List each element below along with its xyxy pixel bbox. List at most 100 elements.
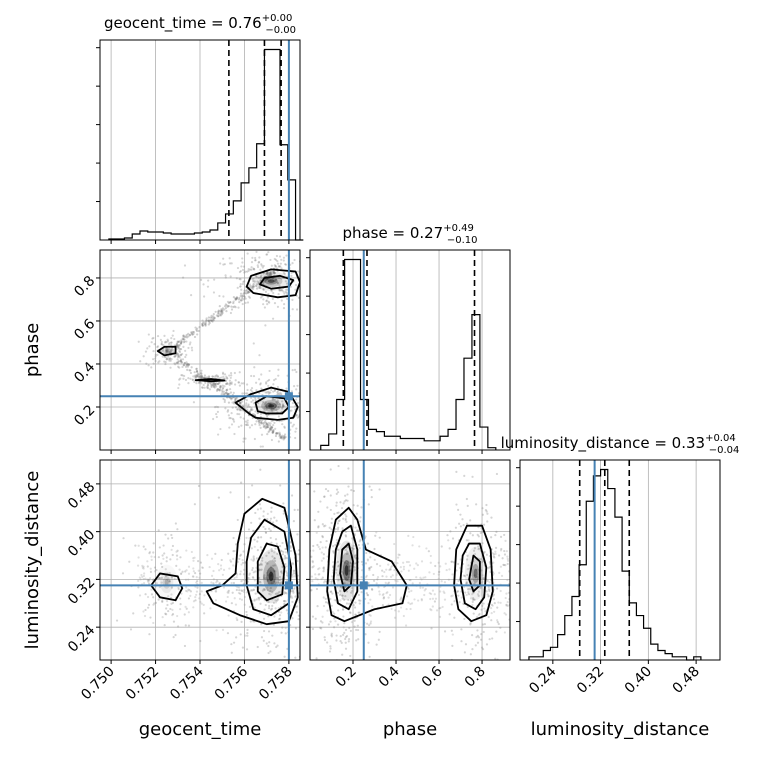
scatter-point xyxy=(282,256,286,259)
scatter-point xyxy=(334,530,337,533)
scatter-point xyxy=(149,567,152,570)
scatter-point xyxy=(279,262,282,265)
scatter-point xyxy=(399,566,402,569)
scatter-point xyxy=(506,562,509,566)
scatter-point xyxy=(170,337,173,340)
scatter-point xyxy=(149,570,153,574)
scatter-point xyxy=(329,647,332,650)
scatter-point xyxy=(220,309,223,312)
scatter-point xyxy=(235,296,238,299)
scatter-point xyxy=(240,589,243,592)
scatter-point xyxy=(283,436,286,439)
scatter-point xyxy=(156,346,159,349)
scatter-point xyxy=(244,634,247,637)
scatter-point xyxy=(330,668,332,670)
scatter-point xyxy=(240,620,243,623)
scatter-point xyxy=(212,315,215,318)
scatter-point xyxy=(250,374,253,378)
scatter-point xyxy=(196,586,199,589)
scatter-point xyxy=(244,297,247,300)
scatter-point xyxy=(276,281,279,284)
scatter-point xyxy=(132,612,135,615)
scatter-point xyxy=(233,576,236,580)
scatter-point xyxy=(238,371,241,374)
scatter-point xyxy=(202,383,205,387)
scatter-point xyxy=(242,291,246,294)
scatter-point xyxy=(369,620,373,623)
scatter-point xyxy=(466,568,469,571)
scatter-point xyxy=(178,356,181,359)
scatter-point xyxy=(264,391,267,394)
scatter-point xyxy=(283,602,286,605)
scatter-point xyxy=(488,588,491,591)
scatter-point xyxy=(399,598,402,601)
scatter-point xyxy=(260,373,263,376)
scatter-point xyxy=(322,568,326,571)
scatter-point xyxy=(342,572,345,575)
scatter-point xyxy=(375,582,378,585)
scatter-point xyxy=(169,359,172,362)
scatter-point xyxy=(292,569,296,573)
scatter-point xyxy=(256,412,259,415)
scatter-point xyxy=(193,503,196,506)
scatter-point xyxy=(266,571,269,574)
scatter-point xyxy=(216,388,219,391)
scatter-point xyxy=(189,294,193,297)
scatter-point xyxy=(201,322,204,325)
scatter-point xyxy=(390,607,393,611)
grid-lines xyxy=(100,460,300,660)
pair-panel-phase-luminosity_distance-bg xyxy=(310,460,510,660)
scatter-point xyxy=(181,365,184,369)
scatter-point xyxy=(377,638,380,641)
scatter-point xyxy=(239,409,243,412)
scatter-point xyxy=(278,265,281,268)
scatter-point xyxy=(166,603,169,607)
scatter-point xyxy=(278,590,281,594)
scatter-point xyxy=(250,547,253,550)
scatter-point xyxy=(344,517,347,520)
scatter-point xyxy=(301,406,303,408)
scatter-point xyxy=(354,613,357,616)
scatter-point xyxy=(311,627,315,631)
scatter-point xyxy=(285,291,288,294)
scatter-point xyxy=(297,415,300,418)
scatter-point xyxy=(270,264,273,267)
scatter-point xyxy=(285,556,288,559)
scatter-point xyxy=(342,626,345,629)
scatter-point xyxy=(443,581,447,584)
scatter-point xyxy=(247,528,251,531)
scatter-point xyxy=(223,308,226,311)
scatter-point xyxy=(264,279,267,282)
scatter-point xyxy=(219,386,222,389)
scatter-point xyxy=(276,432,280,435)
scatter-point xyxy=(170,593,173,596)
scatter-point xyxy=(346,499,349,502)
scatter-point xyxy=(215,374,218,377)
scatter-point xyxy=(326,641,329,644)
scatter-point xyxy=(492,593,495,596)
scatter-point xyxy=(240,299,243,302)
scatter-point xyxy=(178,350,182,354)
scatter-point xyxy=(190,346,193,349)
scatter-point xyxy=(252,285,255,288)
scatter-point xyxy=(172,349,175,352)
scatter-point xyxy=(321,576,324,579)
scatter-point xyxy=(348,569,351,573)
scatter-point xyxy=(222,257,225,260)
scatter-point xyxy=(277,405,280,409)
scatter-point xyxy=(465,582,468,585)
scatter-point xyxy=(156,353,159,356)
scatter-point xyxy=(341,527,344,530)
scatter-point xyxy=(143,572,146,575)
scatter-point xyxy=(471,603,474,607)
scatter-point xyxy=(277,292,280,296)
scatter-point xyxy=(438,607,441,610)
scatter-point xyxy=(263,588,266,591)
scatter-point xyxy=(349,561,352,564)
scatter-point xyxy=(264,531,268,534)
scatter-point xyxy=(279,265,282,268)
scatter-point xyxy=(178,378,181,381)
scatter-point xyxy=(281,405,285,408)
scatter-point xyxy=(303,409,305,411)
scatter-point xyxy=(179,347,183,351)
